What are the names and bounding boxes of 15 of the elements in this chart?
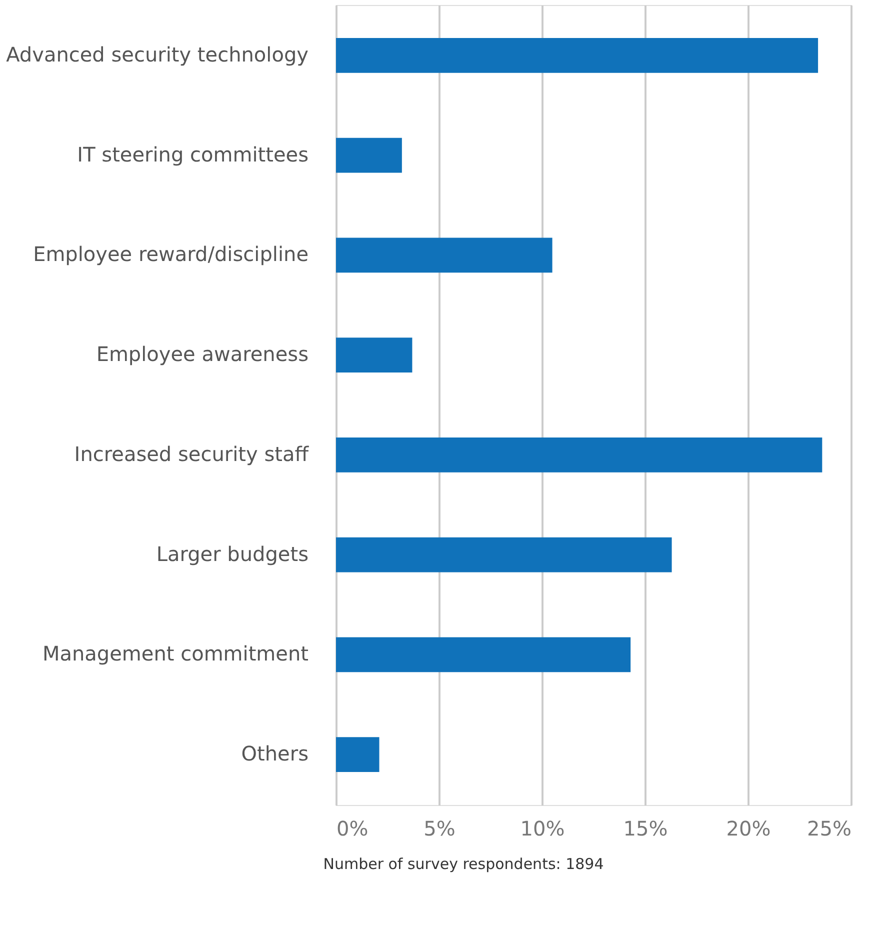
x-tick-label: 10% <box>520 816 565 840</box>
y-tick-label: Others <box>241 742 308 766</box>
x-tick-label: 0% <box>336 816 368 840</box>
x-tick-label: 20% <box>726 816 771 840</box>
text: Number of survey respondents: 1894 <box>323 855 604 873</box>
x-tick-label: 5% <box>424 816 456 840</box>
y-tick-label: Larger budgets <box>156 542 308 566</box>
y-tick-label: Management commitment <box>42 642 309 666</box>
y-tick-label: Employee reward/discipline <box>33 242 308 266</box>
y-tick-label: Increased security staff <box>74 442 310 466</box>
x-tick-label: 25% <box>807 816 852 840</box>
y-tick-label: Advanced security technology <box>6 42 309 66</box>
x-tick-label: 15% <box>623 816 668 840</box>
y-tick-label: IT steering committees <box>77 142 308 166</box>
y-tick-label: Employee awareness <box>96 342 308 366</box>
